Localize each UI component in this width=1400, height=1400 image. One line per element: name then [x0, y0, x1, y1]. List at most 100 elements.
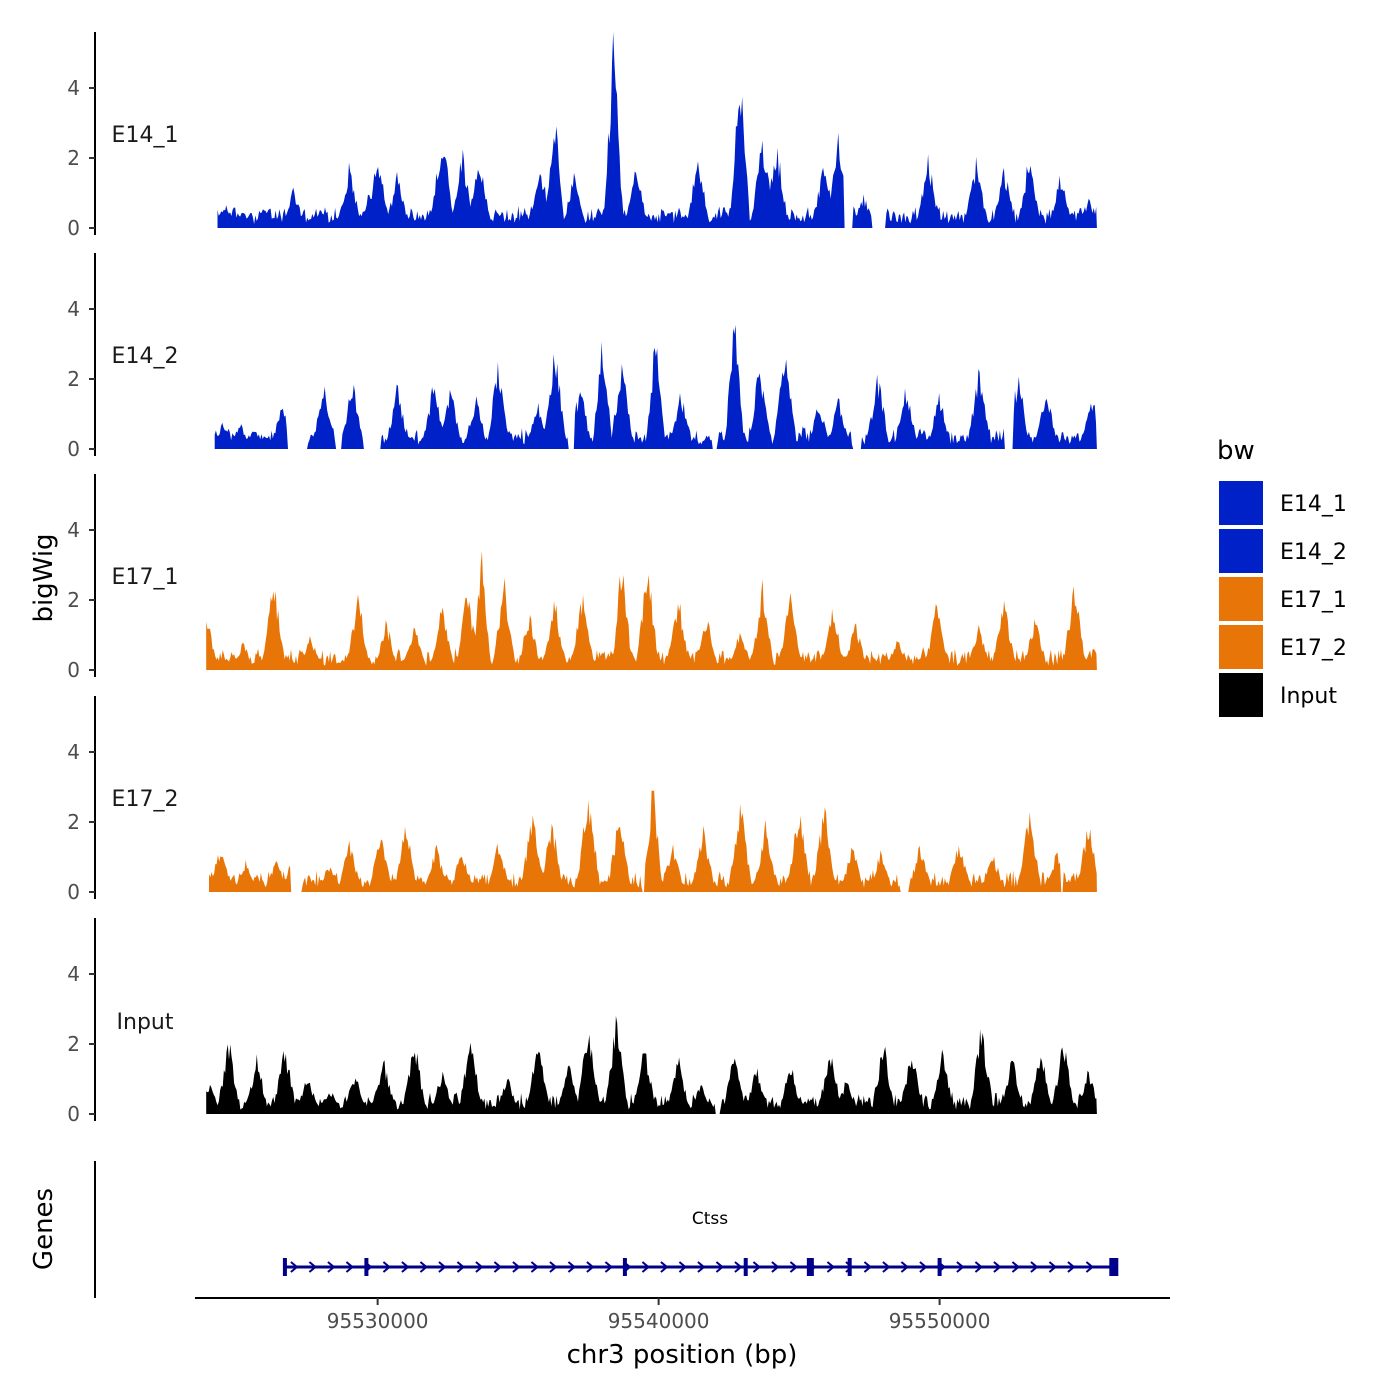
- gene-exon: [937, 1258, 942, 1276]
- strand-arrow-icon: [882, 1261, 891, 1273]
- legend-swatch-E17_1: [1219, 577, 1263, 621]
- strand-arrow-icon: [567, 1261, 576, 1273]
- x-tick-label-95530000: 95530000: [327, 1309, 429, 1333]
- strand-arrow-icon: [512, 1261, 521, 1273]
- track-E17_2: 0 2 4 E17_2: [67, 696, 1097, 904]
- x-axis-ticks: 95530000 95540000 95550000: [327, 1298, 991, 1333]
- legend-label-Input: Input: [1280, 684, 1337, 709]
- strand-arrow-icon: [826, 1261, 835, 1273]
- strand-arrow-icon: [789, 1261, 798, 1273]
- strand-arrow-icon: [382, 1261, 391, 1273]
- strand-arrow-icon: [974, 1261, 983, 1273]
- strand-arrow-icon: [345, 1261, 354, 1273]
- strand-arrow-icon: [715, 1261, 724, 1273]
- strand-arrow-icon: [1067, 1261, 1076, 1273]
- legend-swatch-E14_2: [1219, 529, 1263, 573]
- track-E14_1: 0 2 4 E14_1: [67, 32, 1097, 240]
- legend-label-E14_1: E14_1: [1280, 492, 1347, 517]
- y-tick-label-E17_2-2: 2: [67, 810, 80, 834]
- legend-swatch-Input: [1219, 673, 1263, 717]
- x-tick-label-95540000: 95540000: [608, 1309, 710, 1333]
- signal-area-E14_2: [214, 325, 1097, 449]
- strand-arrow-icon: [1048, 1261, 1057, 1273]
- legend-title: bw: [1217, 436, 1255, 466]
- signal-area-E14_1: [217, 32, 1097, 228]
- track-Input: 0 2 4 Input: [67, 918, 1097, 1126]
- gene-exon: [847, 1258, 852, 1276]
- legend-label-E14_2: E14_2: [1280, 540, 1347, 565]
- gene-exon: [282, 1258, 287, 1276]
- gene-exon: [743, 1258, 748, 1276]
- track-label-E17_2: E17_2: [112, 787, 179, 812]
- y-tick-label-E17_1-4: 4: [67, 518, 80, 542]
- strand-arrow-icon: [401, 1261, 410, 1273]
- gene-exon: [364, 1258, 369, 1276]
- strand-arrow-icon: [660, 1261, 669, 1273]
- genes-panel-title: Genes: [29, 1188, 59, 1270]
- track-E17_1: 0 2 4 E17_1: [67, 474, 1097, 682]
- gene-exon: [622, 1258, 627, 1276]
- track-label-E14_2: E14_2: [112, 344, 179, 369]
- legend: bw E14_1 E14_2 E17_1 E17_2 Input: [1217, 436, 1347, 717]
- y-tick-label-E14_2-0: 0: [67, 437, 80, 461]
- strand-arrow-icon: [438, 1261, 447, 1273]
- legend-items: E14_1 E14_2 E17_1 E17_2 Input: [1219, 481, 1347, 717]
- y-tick-label-E14_1-2: 2: [67, 146, 80, 170]
- strand-arrow-icon: [993, 1261, 1002, 1273]
- strand-arrow-icon: [530, 1261, 539, 1273]
- y-tick-label-E14_2-2: 2: [67, 367, 80, 391]
- gene-exon: [806, 1258, 814, 1276]
- y-tick-label-E14_2-4: 4: [67, 297, 80, 321]
- strand-arrow-icon: [771, 1261, 780, 1273]
- strand-arrow-icon: [956, 1261, 965, 1273]
- legend-swatch-E14_1: [1219, 481, 1263, 525]
- strand-arrow-icon: [290, 1261, 299, 1273]
- signal-area-E17_1: [206, 550, 1097, 670]
- track-label-E14_1: E14_1: [112, 123, 179, 148]
- strand-arrow-icon: [1085, 1261, 1094, 1273]
- y-tick-label-E17_2-4: 4: [67, 740, 80, 764]
- signal-area-Input: [206, 1015, 1097, 1114]
- y-tick-label-E17_1-0: 0: [67, 658, 80, 682]
- strand-arrow-icon: [1011, 1261, 1020, 1273]
- y-tick-label-E17_2-0: 0: [67, 880, 80, 904]
- y-tick-label-Input-0: 0: [67, 1102, 80, 1126]
- strand-arrow-icon: [1030, 1261, 1039, 1273]
- strand-arrow-icon: [678, 1261, 687, 1273]
- gene-exon: [1109, 1258, 1119, 1276]
- strand-arrow-icon: [493, 1261, 502, 1273]
- x-axis-title: chr3 position (bp): [567, 1340, 798, 1370]
- y-tick-label-Input-4: 4: [67, 962, 80, 986]
- gene-model-ctss: [282, 1258, 1119, 1276]
- y-tick-label-E17_1-2: 2: [67, 588, 80, 612]
- gene-label-ctss: Ctss: [692, 1209, 728, 1229]
- legend-label-E17_1: E17_1: [1280, 588, 1347, 613]
- x-axis: 95530000 95540000 95550000 chr3 position (…: [195, 1297, 1170, 1370]
- genes-panel: Genes Ctss: [29, 1161, 1119, 1298]
- x-tick-label-95550000: 95550000: [889, 1309, 991, 1333]
- y-tick-label-Input-2: 2: [67, 1032, 80, 1056]
- bigwig-tracks: 0 2 4 E14_1 0 2 4 E14_2 0 2 4 E17_1 0 2 4 E17_2 0 2 4 Input: [67, 32, 1097, 1126]
- strand-arrow-icon: [697, 1261, 706, 1273]
- strand-arrow-icon: [734, 1261, 743, 1273]
- y-tick-label-E14_1-0: 0: [67, 216, 80, 240]
- strand-arrow-icon: [419, 1261, 428, 1273]
- strand-arrow-icon: [475, 1261, 484, 1273]
- legend-label-E17_2: E17_2: [1280, 636, 1347, 661]
- strand-arrow-icon: [456, 1261, 465, 1273]
- strand-arrow-icon: [604, 1261, 613, 1273]
- strand-arrow-icon: [327, 1261, 336, 1273]
- strand-arrow-icon: [308, 1261, 317, 1273]
- strand-arrow-icon: [641, 1261, 650, 1273]
- strand-arrow-icon: [586, 1261, 595, 1273]
- signal-area-E17_2: [209, 790, 1097, 892]
- strand-arrow-icon: [752, 1261, 761, 1273]
- legend-swatch-E17_2: [1219, 625, 1263, 669]
- strand-arrow-icon: [863, 1261, 872, 1273]
- strand-arrow-icon: [900, 1261, 909, 1273]
- track-label-Input: Input: [117, 1010, 174, 1035]
- track-label-E17_1: E17_1: [112, 565, 179, 590]
- strand-arrow-icon: [549, 1261, 558, 1273]
- strand-arrow-icon: [919, 1261, 928, 1273]
